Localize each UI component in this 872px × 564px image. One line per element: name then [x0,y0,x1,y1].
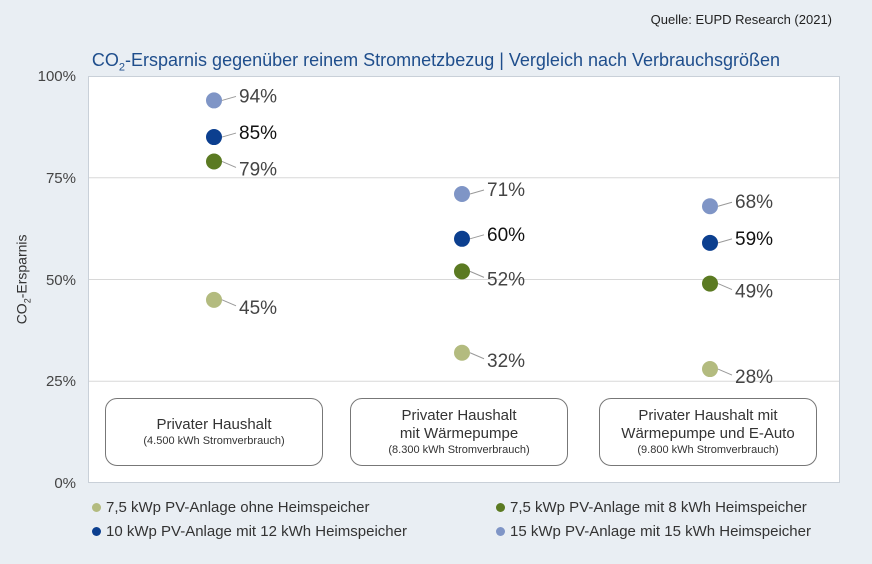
legend-marker [496,503,505,512]
legend-label: 10 kWp PV-Anlage mit 12 kWh Heimspeicher [106,523,407,540]
data-label: 60% [487,225,525,246]
y-tick-label: 50% [45,272,76,289]
legend-item: 10 kWp PV-Anlage mit 12 kWh Heimspeicher [92,523,407,540]
legend-label: 7,5 kWp PV-Anlage ohne Heimspeicher [106,499,370,516]
data-label: 68% [735,192,773,213]
category-label: mit Wärmepumpe [399,424,519,442]
label-leader-line [717,368,733,376]
y-tick-label: 0% [54,475,76,492]
label-leader-line [221,161,237,168]
data-label: 49% [735,282,773,303]
y-tick-label: 25% [45,373,76,390]
label-leader-line [469,352,485,360]
label-leader-line [717,283,733,291]
label-leader-line [469,270,485,278]
chart-title: CO2-Ersparnis gegenüber reinem Stromnetz… [0,50,872,74]
category-label: Privater Haushalt mit [638,406,778,424]
data-point [454,186,470,203]
label-leader-line [221,95,237,101]
category-sublabel: (8.300 kWh Stromverbrauch) [388,443,530,456]
data-label: 94% [239,86,277,107]
data-point [206,291,222,308]
data-point [206,129,222,146]
data-point [702,198,718,215]
source-note: Quelle: EUPD Research (2021) [650,12,832,27]
data-point [702,275,718,292]
category-box-1: Privater Haushalt (4.500 kWh Stromverbra… [105,398,323,466]
title-part: -Ersparnis gegenüber reinem Stromnetzbez… [125,50,781,70]
data-point [206,153,222,170]
data-point [702,361,718,378]
data-point [206,92,222,109]
category-label: Privater Haushalt [156,415,272,433]
data-label: 32% [487,351,525,372]
legend-label: 7,5 kWp PV-Anlage mit 8 kWh Heimspeicher [510,499,807,516]
data-label: 59% [735,229,773,250]
legend-marker [92,503,101,512]
y-tick-label: 75% [45,170,76,187]
data-label: 85% [239,123,277,144]
data-label: 52% [487,269,525,290]
label-leader-line [221,299,237,307]
title-part: CO [91,50,119,70]
category-label: Wärmepumpe und E-Auto [621,424,795,442]
label-leader-line [221,132,237,138]
label-leader-line [469,234,485,240]
data-label: 71% [487,180,525,201]
category-sublabel: (4.500 kWh Stromverbrauch) [143,434,285,447]
legend-item: 7,5 kWp PV-Anlage ohne Heimspeicher [92,499,369,516]
data-label: 79% [239,159,277,180]
category-label: Privater Haushalt [401,406,517,424]
data-label: 28% [735,367,773,388]
legend-item: 7,5 kWp PV-Anlage mit 8 kWh Heimspeicher [496,499,807,516]
y-tick-label: 100% [37,68,76,85]
label-leader-line [717,201,733,207]
data-point [454,263,470,280]
legend-label: 15 kWp PV-Anlage mit 15 kWh Heimspeicher [510,523,811,540]
data-point [454,230,470,247]
category-box-3: Privater Haushalt mit Wärmepumpe und E-A… [599,398,817,466]
legend-item: 15 kWp PV-Anlage mit 15 kWh Heimspeicher [496,523,811,540]
legend-marker [496,527,505,536]
label-leader-line [469,189,485,195]
category-sublabel: (9.800 kWh Stromverbrauch) [637,443,779,456]
label-leader-line [717,238,733,244]
legend-marker [92,527,101,536]
data-point [702,234,718,251]
data-point [454,344,470,361]
title-subscript: 2 [118,61,126,74]
data-label: 45% [239,298,277,319]
category-box-2: Privater Haushalt mit Wärmepumpe (8.300 … [350,398,568,466]
